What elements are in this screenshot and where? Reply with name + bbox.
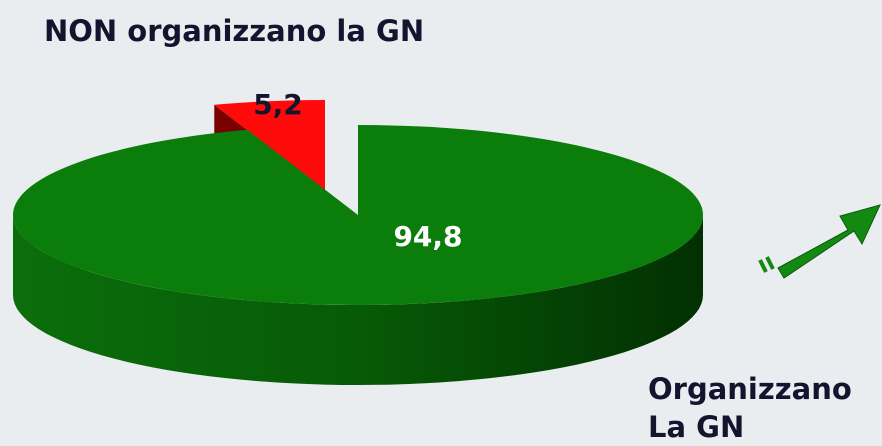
slice-side bbox=[13, 215, 703, 385]
slice bbox=[12, 125, 703, 305]
category-label: NON organizzano la GN bbox=[44, 14, 425, 48]
value-label: 5,2 bbox=[253, 88, 303, 121]
value-label: 94,8 bbox=[393, 220, 462, 253]
arrow bbox=[758, 204, 881, 279]
pie: 94,8 5,2 bbox=[12, 88, 703, 385]
arrow-tick bbox=[765, 256, 775, 270]
category-label: Organizzano La GN bbox=[648, 372, 852, 444]
arrow-body bbox=[777, 204, 881, 279]
slice bbox=[214, 100, 325, 190]
arrow-tick bbox=[758, 259, 768, 273]
